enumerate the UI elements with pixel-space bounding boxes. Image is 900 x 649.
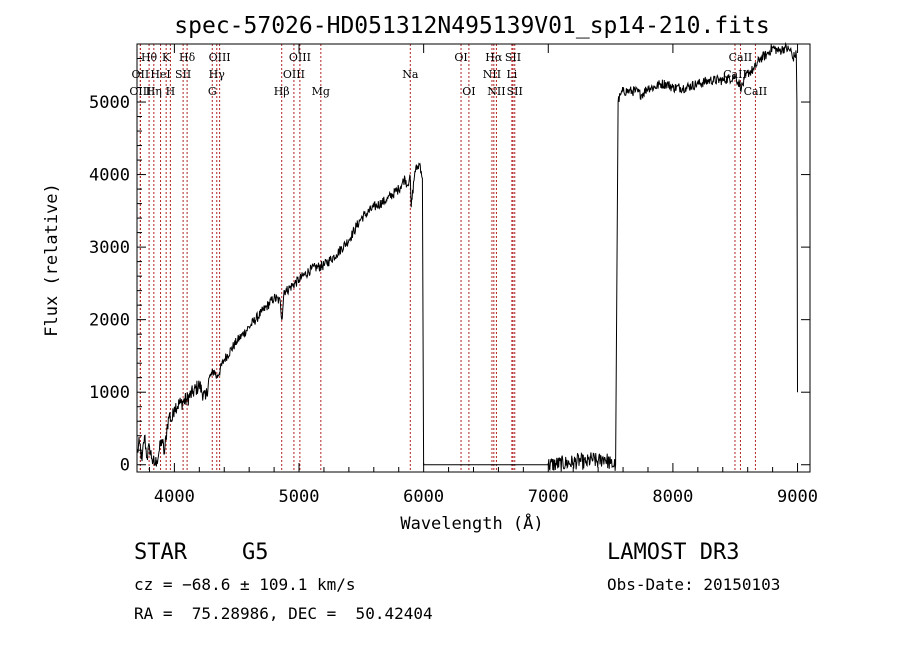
x-tick-label: 9000: [777, 487, 818, 507]
spectral-line-label: Na: [402, 68, 419, 81]
spectral-line-label: SII: [505, 51, 521, 64]
y-axis-ticks: 0 1000 2000 3000 4000 5000: [89, 58, 810, 476]
spectral-line-label: Hα: [485, 51, 503, 64]
spectral-line-label: NII: [487, 85, 505, 98]
spectral-line-label: OI: [454, 51, 467, 64]
spectral-line-label: OIII: [129, 85, 151, 98]
observation-date: Obs-Date: 20150103: [607, 575, 781, 594]
x-tick-label: 8000: [652, 487, 693, 507]
spectral-line-label: CaII: [744, 85, 768, 98]
survey-name: LAMOST DR3: [607, 540, 740, 565]
spectral-line-label: CaII: [729, 51, 753, 64]
spectral-line-label: HeI: [150, 68, 170, 81]
coordinates: RA = 75.28986, DEC = 50.42404: [134, 604, 433, 623]
spectral-line-label: K: [162, 51, 171, 64]
x-axis-label: Wavelength (Å): [400, 512, 543, 534]
y-tick-label: 5000: [89, 93, 130, 113]
spectral-line-label: NII: [483, 68, 501, 81]
y-tick-label: 3000: [89, 238, 130, 258]
y-tick-label: 0: [120, 456, 130, 476]
spectral-line-label: Li: [506, 68, 517, 81]
x-tick-label: 6000: [403, 487, 444, 507]
x-axis-ticks: 4000 5000 6000 7000 8000 9000: [148, 44, 818, 507]
spectral-line-label: Mg: [312, 85, 330, 98]
y-tick-label: 1000: [89, 383, 130, 403]
spectrum-line: [136, 41, 798, 472]
spectral-line-label: Hη: [146, 85, 162, 98]
spectral-line-label: Hδ: [179, 51, 196, 64]
spectral-line-label: G: [208, 85, 217, 98]
spectral-line-label: OIII: [283, 68, 305, 81]
x-tick-label: 7000: [528, 487, 569, 507]
x-tick-label: 4000: [154, 487, 195, 507]
spectral-line-label: OI: [462, 85, 475, 98]
spectral-line-label: OIII: [289, 51, 311, 64]
object-class: STAR: [134, 540, 187, 565]
y-axis-label: Flux (relative): [42, 183, 62, 337]
redshift-velocity: cz = −68.6 ± 109.1 km/s: [134, 575, 356, 594]
plot-frame: [136, 43, 811, 473]
spectral-line-label: Hθ: [141, 51, 158, 64]
spectral-line-labels: Hθ OII OIII K HeI Hη Hδ SII H OIII Hγ G OIII OIII Hβ Mg…: [129, 51, 767, 98]
spectral-line-label: SII: [507, 85, 523, 98]
spectral-line-label: Hβ: [274, 85, 290, 98]
spectral-line-label: H: [166, 85, 176, 98]
spectral-line-label: OIII: [209, 51, 231, 64]
spectral-line-label: OII: [132, 68, 150, 81]
spectral-lines: [139, 44, 756, 472]
spectral-line-label: Hγ: [209, 68, 226, 81]
x-tick-label: 5000: [279, 487, 320, 507]
y-tick-label: 2000: [89, 311, 130, 331]
y-tick-label: 4000: [89, 166, 130, 186]
spectral-line-label: SII: [175, 68, 191, 81]
subclass: G5: [242, 540, 269, 565]
chart-title: spec-57026-HD051312N495139V01_sp14-210.f…: [174, 13, 769, 39]
